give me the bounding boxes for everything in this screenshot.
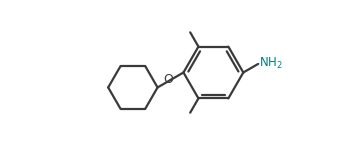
Text: O: O bbox=[163, 73, 173, 86]
Text: NH$_2$: NH$_2$ bbox=[260, 56, 283, 71]
